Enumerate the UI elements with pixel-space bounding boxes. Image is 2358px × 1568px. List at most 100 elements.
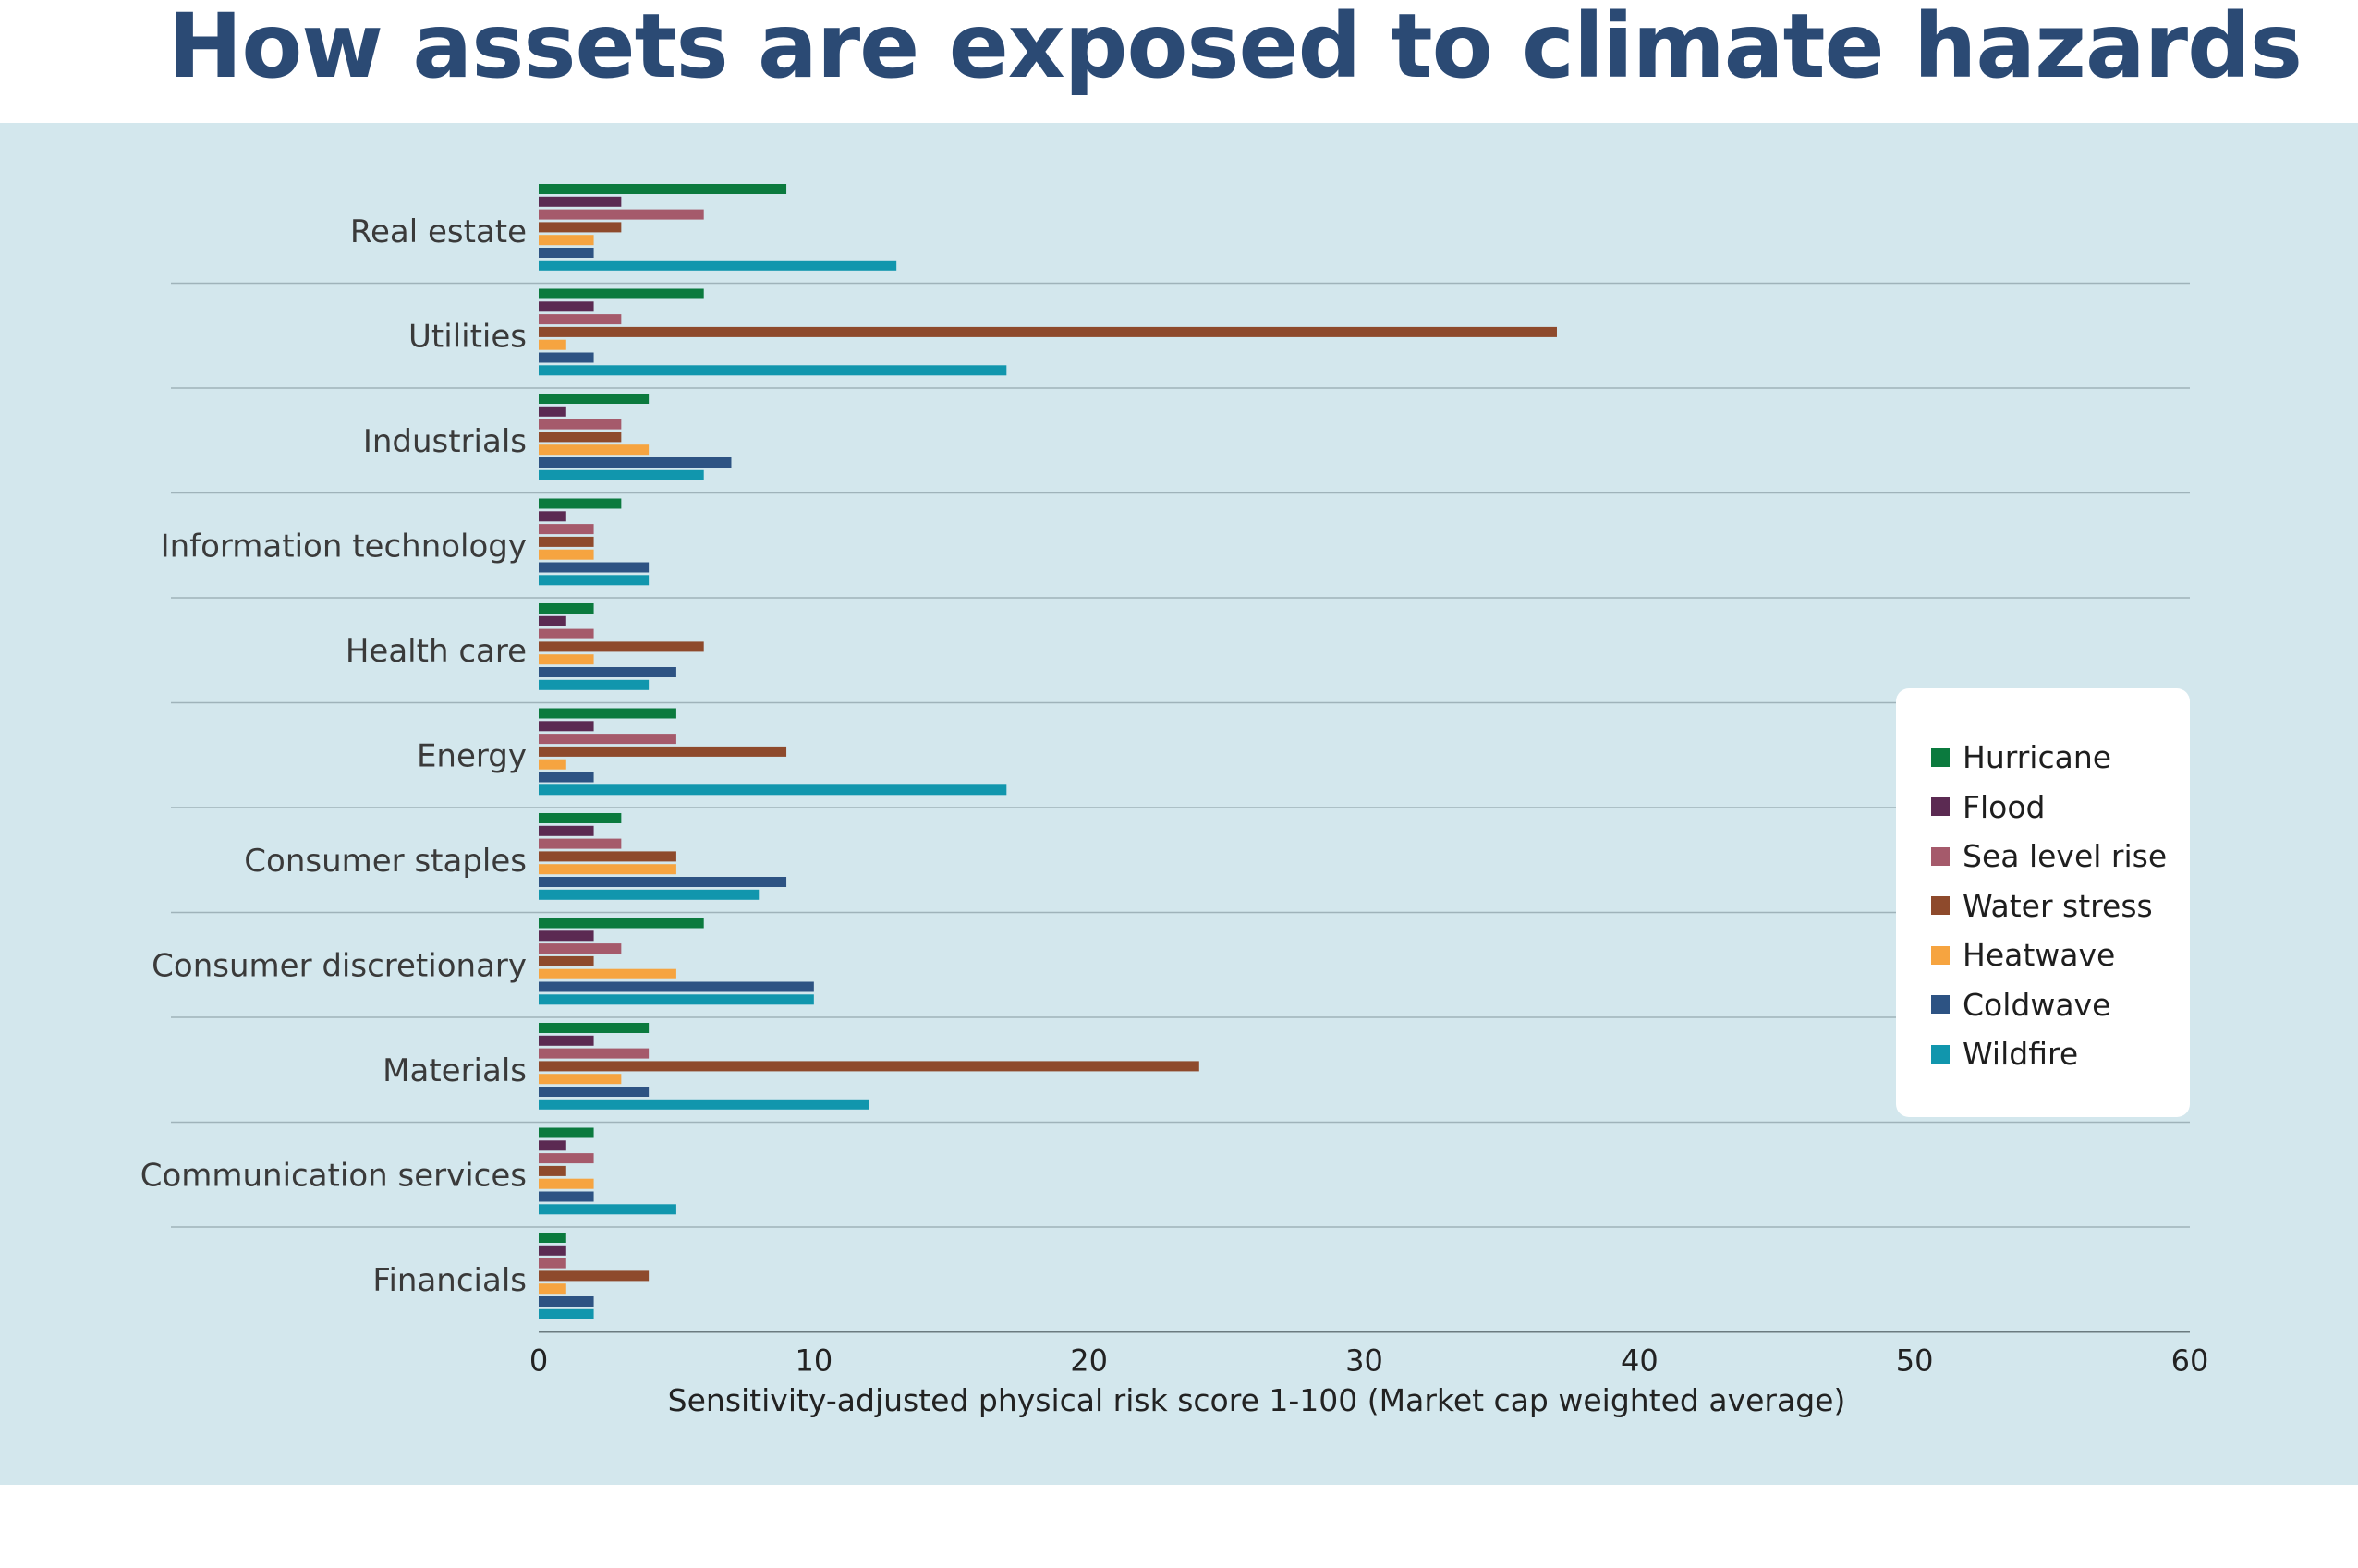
x-tick-label: 20 bbox=[1070, 1343, 1108, 1379]
bar-energy-hurricane bbox=[539, 708, 676, 719]
bar-energy-water-stress bbox=[539, 746, 787, 757]
bar-real-estate-heatwave bbox=[539, 235, 594, 246]
legend-item-sea-level-rise: Sea level rise bbox=[1931, 832, 2190, 881]
bar-utilities-flood bbox=[539, 301, 594, 312]
category-label-health-care: Health care bbox=[346, 633, 527, 670]
page-title: How assets are exposed to climate hazard… bbox=[168, 0, 2303, 98]
bar-materials-hurricane bbox=[539, 1023, 650, 1033]
bar-information-technology-wildfire bbox=[539, 575, 650, 586]
x-tick-label: 30 bbox=[1345, 1343, 1383, 1379]
legend-label: Flood bbox=[1963, 788, 2046, 825]
bar-materials-heatwave bbox=[539, 1074, 622, 1085]
bar-industrials-flood bbox=[539, 406, 566, 417]
legend-item-wildfire: Wildfire bbox=[1931, 1029, 2190, 1079]
bar-consumer-staples-hurricane bbox=[539, 813, 622, 823]
bar-information-technology-heatwave bbox=[539, 549, 594, 560]
bar-materials-wildfire bbox=[539, 1099, 869, 1110]
bar-health-care-wildfire bbox=[539, 679, 650, 690]
bars bbox=[539, 184, 1557, 1319]
bar-consumer-staples-sea-level-rise bbox=[539, 838, 622, 849]
legend-list: Hurricane Flood Sea level rise Water stress… bbox=[1896, 688, 2190, 1079]
bar-consumer-discretionary-hurricane bbox=[539, 918, 704, 929]
legend-label: Heatwave bbox=[1963, 937, 2116, 974]
bar-materials-water-stress bbox=[539, 1061, 1199, 1072]
bar-energy-heatwave bbox=[539, 759, 566, 770]
bar-financials-coldwave bbox=[539, 1296, 594, 1307]
category-label-information-technology: Information technology bbox=[161, 528, 527, 565]
x-tick-label: 10 bbox=[795, 1343, 833, 1379]
legend-item-hurricane: Hurricane bbox=[1931, 733, 2190, 783]
bar-chart: Real estate Utilities Industrials Informati… bbox=[140, 184, 2208, 1418]
bar-materials-sea-level-rise bbox=[539, 1048, 650, 1059]
bar-information-technology-hurricane bbox=[539, 498, 622, 509]
legend-label: Hurricane bbox=[1963, 739, 2112, 776]
bar-utilities-heatwave bbox=[539, 339, 566, 350]
bar-utilities-water-stress bbox=[539, 326, 1557, 337]
bar-health-care-sea-level-rise bbox=[539, 628, 594, 639]
legend-swatch bbox=[1931, 797, 1950, 817]
bar-industrials-hurricane bbox=[539, 394, 650, 404]
legend-label: Wildfire bbox=[1963, 1036, 2079, 1073]
bar-health-care-flood bbox=[539, 615, 566, 626]
category-label-energy: Energy bbox=[417, 737, 527, 774]
bar-health-care-heatwave bbox=[539, 654, 594, 665]
category-label-materials: Materials bbox=[383, 1052, 527, 1089]
bar-financials-heatwave bbox=[539, 1283, 566, 1295]
bar-energy-sea-level-rise bbox=[539, 734, 676, 745]
category-label-utilities: Utilities bbox=[408, 318, 527, 355]
bar-energy-wildfire bbox=[539, 784, 1007, 796]
x-tick-label: 50 bbox=[1896, 1343, 1934, 1379]
legend-item-heatwave: Heatwave bbox=[1931, 930, 2190, 980]
category-label-consumer-discretionary: Consumer discretionary bbox=[152, 947, 527, 984]
category-label-financials: Financials bbox=[372, 1262, 527, 1299]
bar-utilities-coldwave bbox=[539, 352, 594, 363]
x-tick-label: 40 bbox=[1621, 1343, 1659, 1379]
bar-consumer-staples-water-stress bbox=[539, 851, 676, 862]
bar-consumer-discretionary-flood bbox=[539, 930, 594, 942]
bar-real-estate-water-stress bbox=[539, 222, 622, 233]
legend-swatch bbox=[1931, 748, 1950, 767]
bar-energy-coldwave bbox=[539, 772, 594, 783]
legend-swatch bbox=[1931, 846, 1950, 866]
bar-consumer-discretionary-heatwave bbox=[539, 968, 676, 979]
legend-swatch bbox=[1931, 995, 1950, 1015]
legend: Hurricane Flood Sea level rise Water stress… bbox=[1896, 688, 2190, 1117]
bar-utilities-sea-level-rise bbox=[539, 314, 622, 325]
bar-health-care-coldwave bbox=[539, 667, 676, 677]
bar-communication-services-sea-level-rise bbox=[539, 1153, 594, 1164]
bar-energy-flood bbox=[539, 721, 594, 732]
bar-real-estate-wildfire bbox=[539, 260, 897, 271]
legend-item-water-stress: Water stress bbox=[1931, 881, 2190, 931]
category-label-real-estate: Real estate bbox=[350, 213, 527, 250]
bar-consumer-staples-wildfire bbox=[539, 889, 760, 900]
bar-consumer-staples-coldwave bbox=[539, 877, 787, 887]
bar-financials-hurricane bbox=[539, 1233, 566, 1243]
bar-real-estate-hurricane bbox=[539, 184, 787, 194]
bar-information-technology-sea-level-rise bbox=[539, 524, 594, 535]
bar-industrials-water-stress bbox=[539, 432, 622, 443]
bar-consumer-staples-heatwave bbox=[539, 864, 676, 875]
bar-financials-flood bbox=[539, 1245, 566, 1256]
chart-panel: Real estate Utilities Industrials Informati… bbox=[0, 123, 2358, 1485]
bar-utilities-wildfire bbox=[539, 365, 1007, 376]
legend-swatch bbox=[1931, 1044, 1950, 1064]
bar-materials-flood bbox=[539, 1035, 594, 1046]
bar-financials-wildfire bbox=[539, 1308, 594, 1319]
bar-communication-services-flood bbox=[539, 1140, 566, 1151]
bar-industrials-coldwave bbox=[539, 457, 732, 468]
bar-communication-services-hurricane bbox=[539, 1127, 594, 1138]
bar-health-care-hurricane bbox=[539, 603, 594, 614]
bar-real-estate-flood bbox=[539, 196, 622, 207]
bar-information-technology-water-stress bbox=[539, 536, 594, 547]
bar-materials-coldwave bbox=[539, 1087, 650, 1097]
bar-communication-services-coldwave bbox=[539, 1191, 594, 1202]
bar-financials-water-stress bbox=[539, 1270, 650, 1282]
bar-real-estate-coldwave bbox=[539, 248, 594, 258]
bar-industrials-wildfire bbox=[539, 469, 704, 480]
legend-label: Sea level rise bbox=[1963, 838, 2168, 875]
bar-real-estate-sea-level-rise bbox=[539, 209, 704, 220]
bar-consumer-discretionary-sea-level-rise bbox=[539, 943, 622, 954]
bar-communication-services-heatwave bbox=[539, 1178, 594, 1189]
legend-swatch bbox=[1931, 945, 1950, 965]
legend-label: Coldwave bbox=[1963, 986, 2111, 1023]
